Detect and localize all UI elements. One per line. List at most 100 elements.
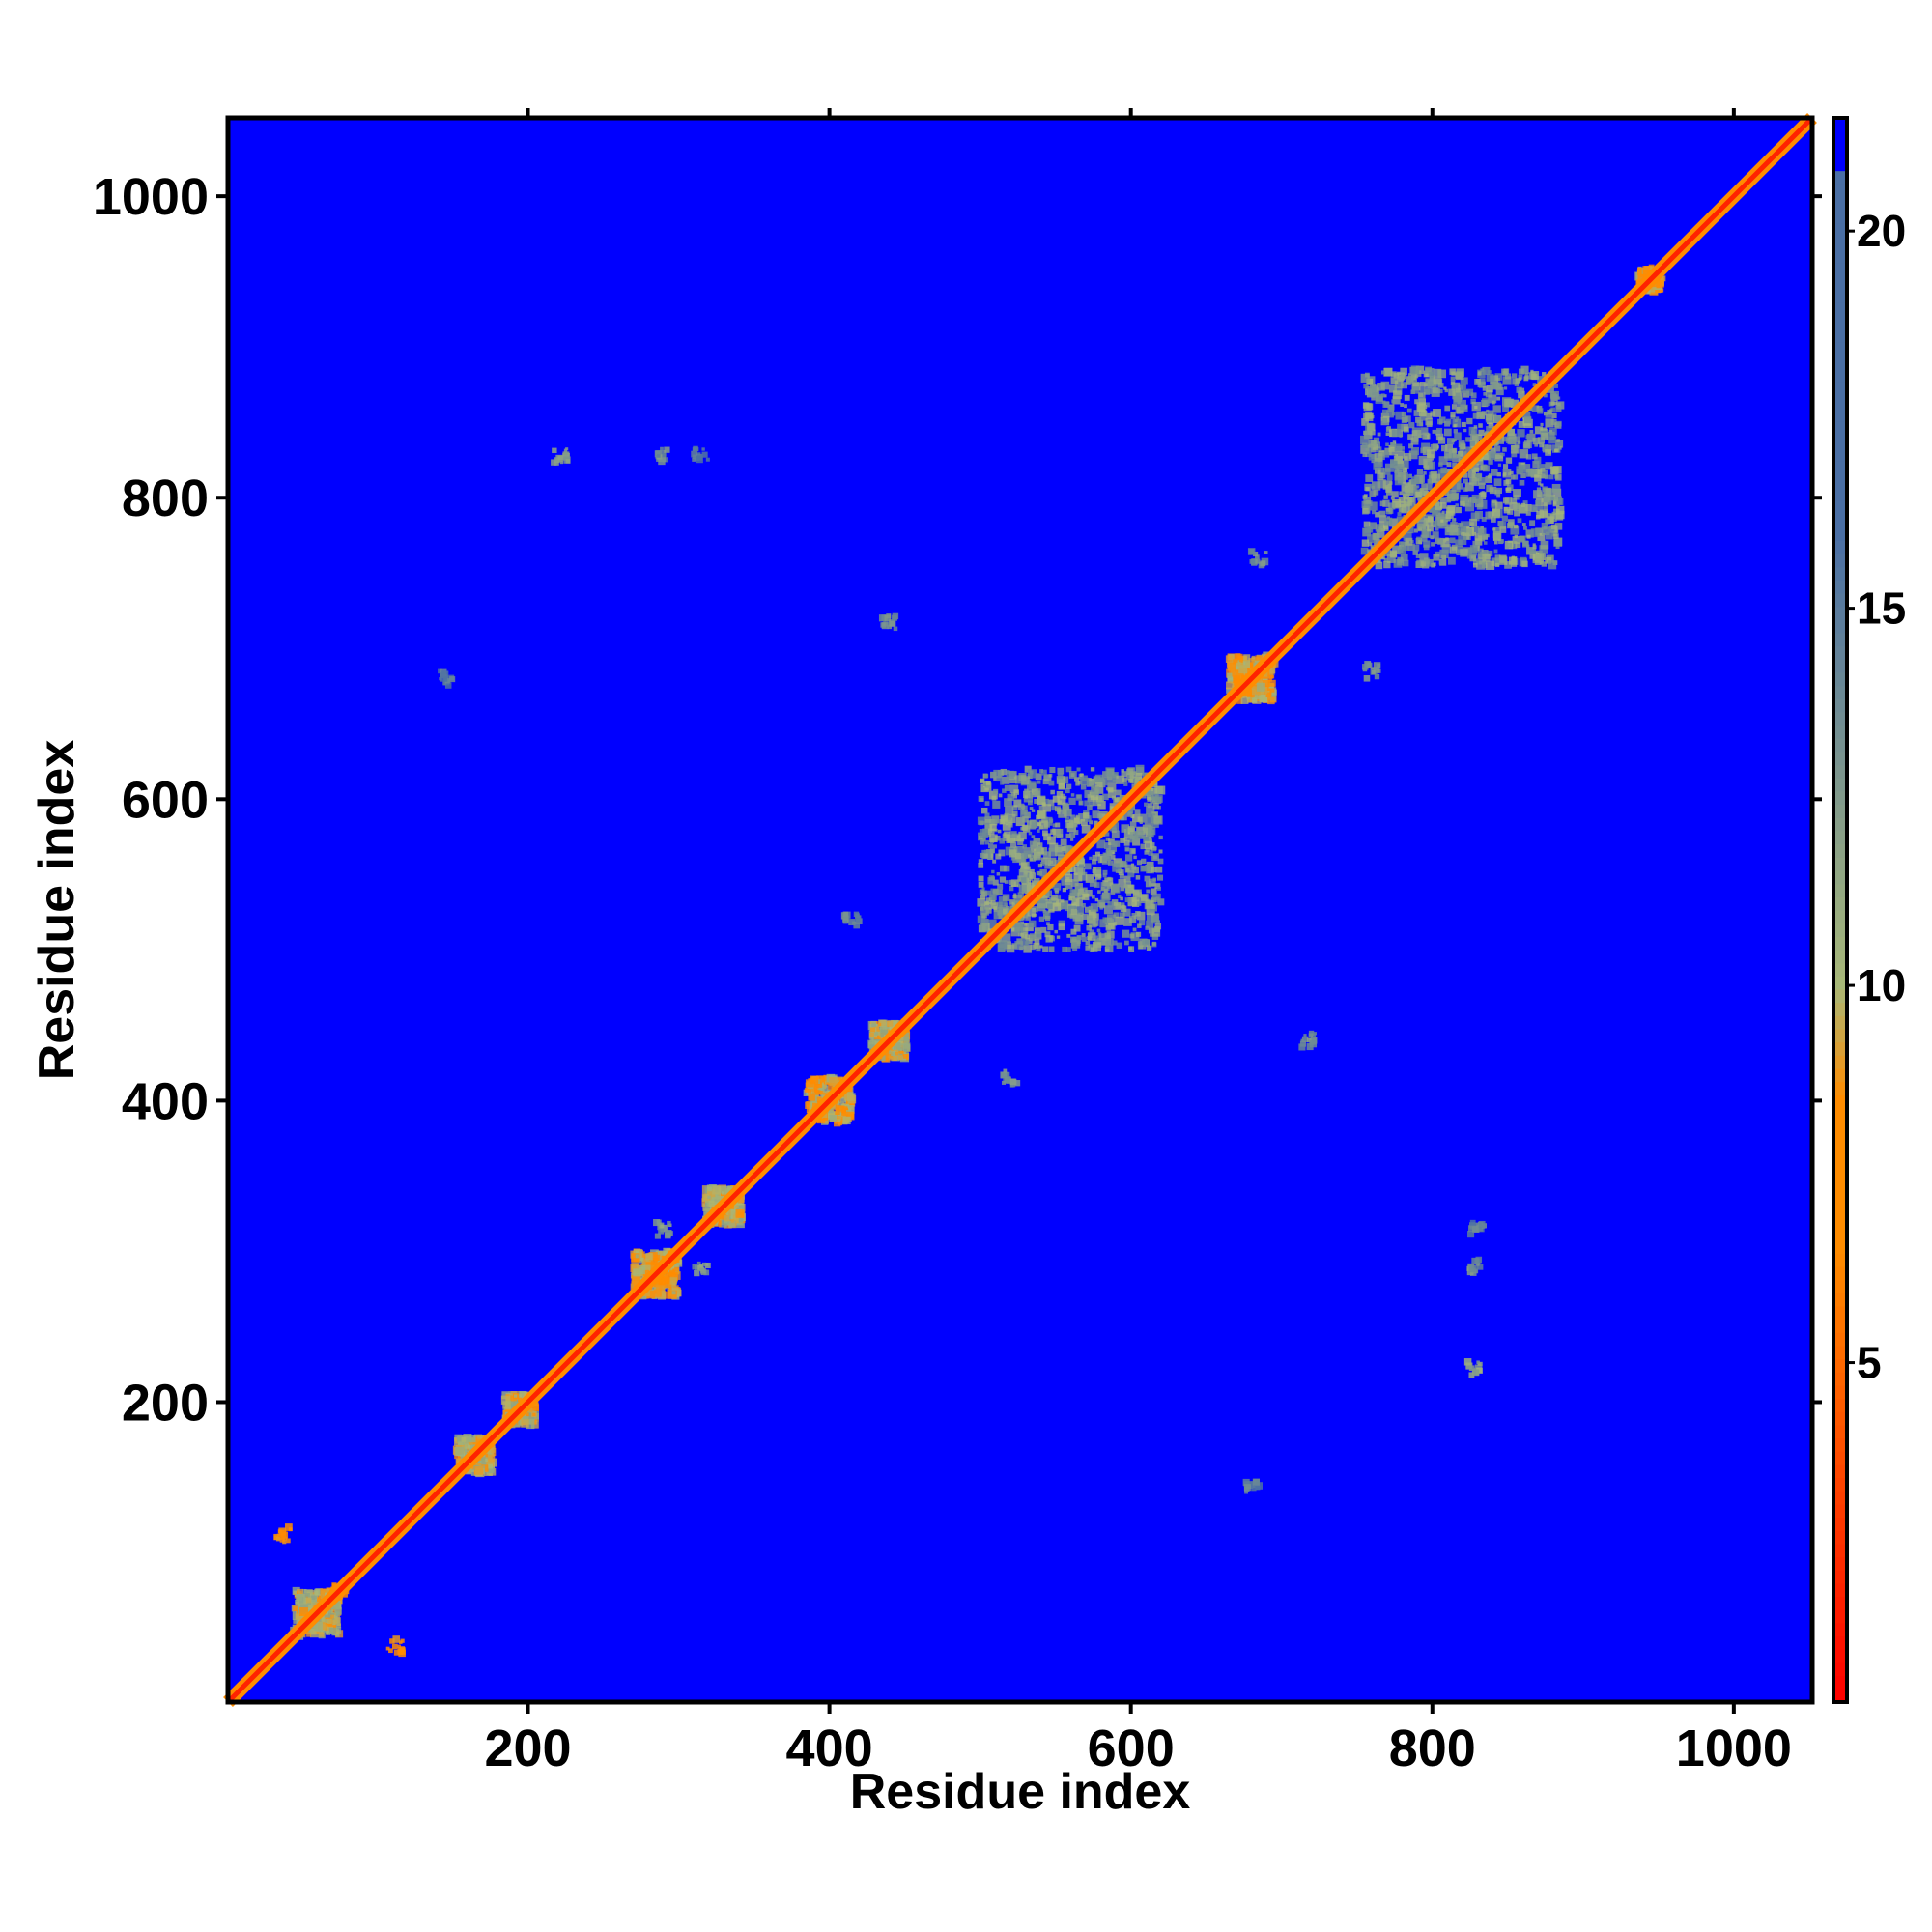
contact-domain-cell xyxy=(1394,443,1403,452)
contact-domain-cell xyxy=(997,906,1007,916)
contact-domain-cell xyxy=(1385,442,1389,446)
contact-domain-cell xyxy=(1496,377,1500,382)
contact-domain-cell xyxy=(1396,450,1405,459)
contact-domain-cell xyxy=(1424,433,1431,440)
contact-domain-cell xyxy=(1553,401,1558,406)
contact-domain-cell xyxy=(717,1185,725,1194)
contact-domain-cell xyxy=(1521,560,1528,568)
contact-domain-cell xyxy=(1441,544,1451,554)
contact-domain-cell xyxy=(1263,679,1270,688)
contact-domain-cell xyxy=(1550,419,1557,426)
contact-domain-cell xyxy=(1102,793,1109,801)
contact-domain-cell xyxy=(1492,405,1501,413)
contact-domain-cell xyxy=(1092,810,1100,819)
contact-domain-cell xyxy=(1052,902,1062,912)
contact-domain-cell xyxy=(981,887,985,891)
contact-domain-cell xyxy=(1103,905,1113,915)
contact-domain-cell xyxy=(1513,503,1521,511)
contact-domain-cell xyxy=(671,1266,679,1274)
contact-domain-cell xyxy=(1555,474,1562,481)
contact-domain-cell xyxy=(1444,388,1448,393)
contact-domain-cell xyxy=(1236,697,1243,704)
colorbar-segment xyxy=(1833,566,1847,581)
contact-domain-cell xyxy=(991,869,995,874)
contact-domain-cell xyxy=(1024,941,1030,946)
contact-domain-cell xyxy=(1122,929,1130,938)
contact-domain-cell xyxy=(1073,830,1079,836)
contact-domain-cell xyxy=(1000,781,1005,785)
x-tick-label: 600 xyxy=(1088,1719,1175,1777)
colorbar-segment xyxy=(1833,1148,1847,1162)
contact-domain-cell xyxy=(639,1270,647,1278)
contact-domain-cell xyxy=(656,1251,664,1259)
contact-domain-cell xyxy=(1405,415,1411,422)
contact-domain-cell xyxy=(1452,447,1458,453)
contact-domain-cell xyxy=(1377,479,1386,489)
contact-domain-cell xyxy=(1552,499,1560,507)
colorbar-tick-label: 10 xyxy=(1857,960,1906,1010)
contact-domain-cell xyxy=(1076,767,1081,772)
contact-domain-cell xyxy=(1420,534,1428,542)
contact-domain-cell xyxy=(1004,798,1012,807)
contact-domain-cell xyxy=(1509,438,1517,445)
contact-domain-cell xyxy=(1360,547,1369,555)
off-diagonal-contact xyxy=(654,1233,661,1239)
contact-domain-cell xyxy=(1151,787,1158,795)
contact-domain-cell xyxy=(890,1048,895,1052)
contact-domain-cell xyxy=(1242,660,1251,668)
contact-domain-cell xyxy=(669,1277,677,1285)
off-diagonal-contact xyxy=(444,682,452,689)
contact-domain-cell xyxy=(1415,491,1422,498)
contact-domain-cell xyxy=(1045,935,1053,943)
contact-domain-cell xyxy=(1466,417,1473,425)
contact-domain-cell xyxy=(1077,780,1083,785)
contact-domain-cell xyxy=(480,1454,486,1460)
contact-domain-cell xyxy=(1098,933,1107,941)
colorbar-segment xyxy=(1833,1504,1847,1519)
contact-domain-cell xyxy=(1006,770,1014,780)
contact-domain-cell xyxy=(842,1107,849,1114)
colorbar-segment xyxy=(1833,1556,1847,1571)
contact-domain-cell xyxy=(1653,279,1661,288)
off-diagonal-contact xyxy=(1479,1227,1484,1232)
contact-domain-cell xyxy=(1437,538,1444,545)
contact-domain-cell xyxy=(997,829,1002,834)
contact-domain-cell xyxy=(997,883,1004,890)
contact-domain-cell xyxy=(822,1113,828,1118)
contact-domain-cell xyxy=(1041,857,1048,865)
contact-domain-cell xyxy=(1459,451,1467,459)
contact-domain-cell xyxy=(1392,396,1401,405)
colorbar-segment xyxy=(1833,1398,1847,1412)
contact-domain-cell xyxy=(658,1279,666,1287)
contact-domain-cell xyxy=(1554,523,1563,530)
contact-domain-cell xyxy=(1072,945,1078,952)
contact-domain-cell xyxy=(1029,840,1037,848)
contact-domain-cell xyxy=(1048,780,1055,786)
contact-domain-cell xyxy=(838,1121,842,1126)
contact-domain-cell xyxy=(1413,410,1421,416)
contact-domain-cell xyxy=(1054,844,1063,853)
contact-domain-cell xyxy=(877,1022,882,1027)
contact-domain-cell xyxy=(1456,483,1463,490)
contact-domain-cell xyxy=(1070,838,1074,841)
colorbar-segment xyxy=(1833,197,1847,212)
contact-domain-cell xyxy=(1147,813,1156,823)
contact-domain-cell xyxy=(1248,696,1255,703)
colorbar-segment xyxy=(1833,342,1847,356)
contact-domain-cell xyxy=(1041,802,1046,807)
contact-domain-cell xyxy=(1099,902,1106,909)
contact-domain-cell xyxy=(1116,942,1123,949)
contact-domain-cell xyxy=(1556,510,1565,520)
off-diagonal-contact xyxy=(704,1262,711,1269)
contact-domain-cell xyxy=(1467,469,1476,478)
contact-domain-cell xyxy=(1057,767,1065,775)
contact-domain-cell xyxy=(1412,544,1420,552)
contact-domain-cell xyxy=(1021,931,1028,939)
contact-domain-cell xyxy=(306,1632,312,1637)
contact-domain-cell xyxy=(1513,524,1519,529)
contact-domain-cell xyxy=(1541,561,1547,567)
contact-domain-cell xyxy=(1533,490,1543,499)
contact-domain-cell xyxy=(998,941,1008,951)
contact-domain-cell xyxy=(465,1442,470,1449)
contact-domain-cell xyxy=(996,776,1003,782)
